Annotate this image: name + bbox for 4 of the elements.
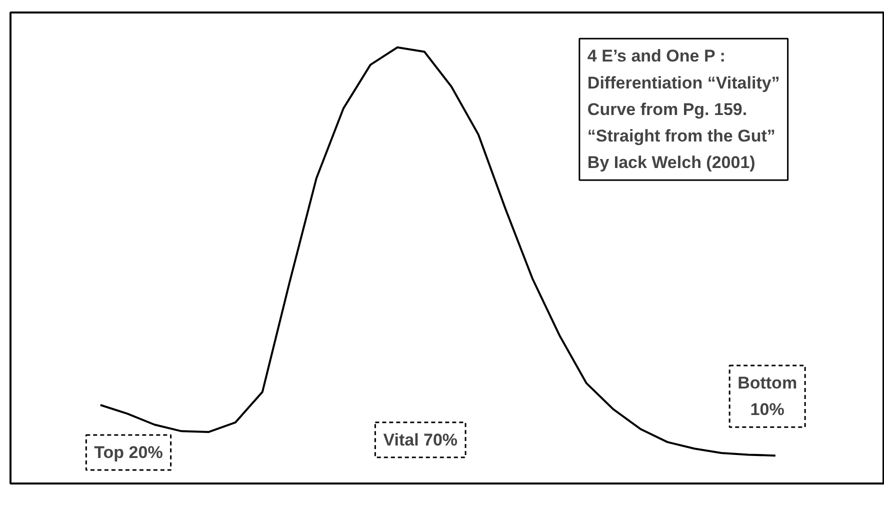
annotation: 4 E’s and One P : Differentiation “Vitality” Curve from Pg. 159. “Straight from the Gut” By Iack Welch (2001)	[587, 46, 780, 172]
annotation: Top 20%	[94, 443, 163, 462]
annotation: Bottom 10%	[738, 373, 798, 420]
annotation: Vital 70%	[383, 430, 458, 450]
